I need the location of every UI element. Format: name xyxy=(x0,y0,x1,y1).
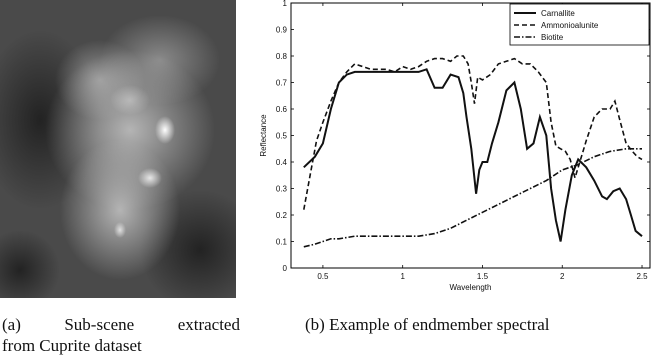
x-axis-label: Wavelength xyxy=(450,283,492,292)
y-tick-label: 0.4 xyxy=(276,158,288,167)
caption-a-word1: Sub-scene xyxy=(64,315,135,334)
caption-a-line2: from Cuprite dataset xyxy=(2,336,142,355)
x-tick-label: 1 xyxy=(400,272,405,281)
legend-label-ammonioalunite: Ammonioalunite xyxy=(541,21,599,30)
y-tick-label: 0.6 xyxy=(276,105,288,114)
legend-label-biotite: Biotite xyxy=(541,33,564,42)
endmember-spectral-chart: 0.5 1 1.5 2 2.5 0 0.1 0.2 0.3 0.4 0.5 0.6 0.7 0.8 0.9 1… xyxy=(259,0,651,292)
chart-series-layer xyxy=(303,55,643,248)
legend-label-carnallite: Carnallite xyxy=(541,9,575,18)
x-tick-label: 0.5 xyxy=(317,272,329,281)
y-tick-label: 0.7 xyxy=(276,79,288,88)
caption-a-label: (a) xyxy=(2,315,21,334)
caption-b: (b) Example of endmember spectral xyxy=(305,315,550,334)
caption-a-word2: extracted xyxy=(177,315,240,334)
caption-a: (a) Sub-scene extracted from Cuprite dat… xyxy=(2,314,240,356)
x-tick-label: 2.5 xyxy=(636,272,648,281)
y-tick-label: 0.5 xyxy=(276,132,288,141)
y-tick-label: 1 xyxy=(283,0,288,8)
x-tick-label: 2 xyxy=(560,272,565,281)
y-tick-label: 0 xyxy=(283,264,288,273)
x-tick-label: 1.5 xyxy=(477,272,489,281)
series-line-biotite xyxy=(303,148,642,248)
y-tick-label: 0.9 xyxy=(276,26,288,35)
y-tick-label: 0.1 xyxy=(276,238,288,247)
y-axis-label: Reflectance xyxy=(259,114,268,157)
y-tick-label: 0.2 xyxy=(276,211,288,220)
series-line-carnallite xyxy=(303,68,643,242)
y-tick-label: 0.3 xyxy=(276,185,288,194)
chart-legend: Carnallite Ammonioalunite Biotite xyxy=(509,3,650,46)
y-tick-label: 0.8 xyxy=(276,52,288,61)
cuprite-subscene-image xyxy=(0,0,260,310)
series-line-ammonioalunite xyxy=(303,55,643,210)
